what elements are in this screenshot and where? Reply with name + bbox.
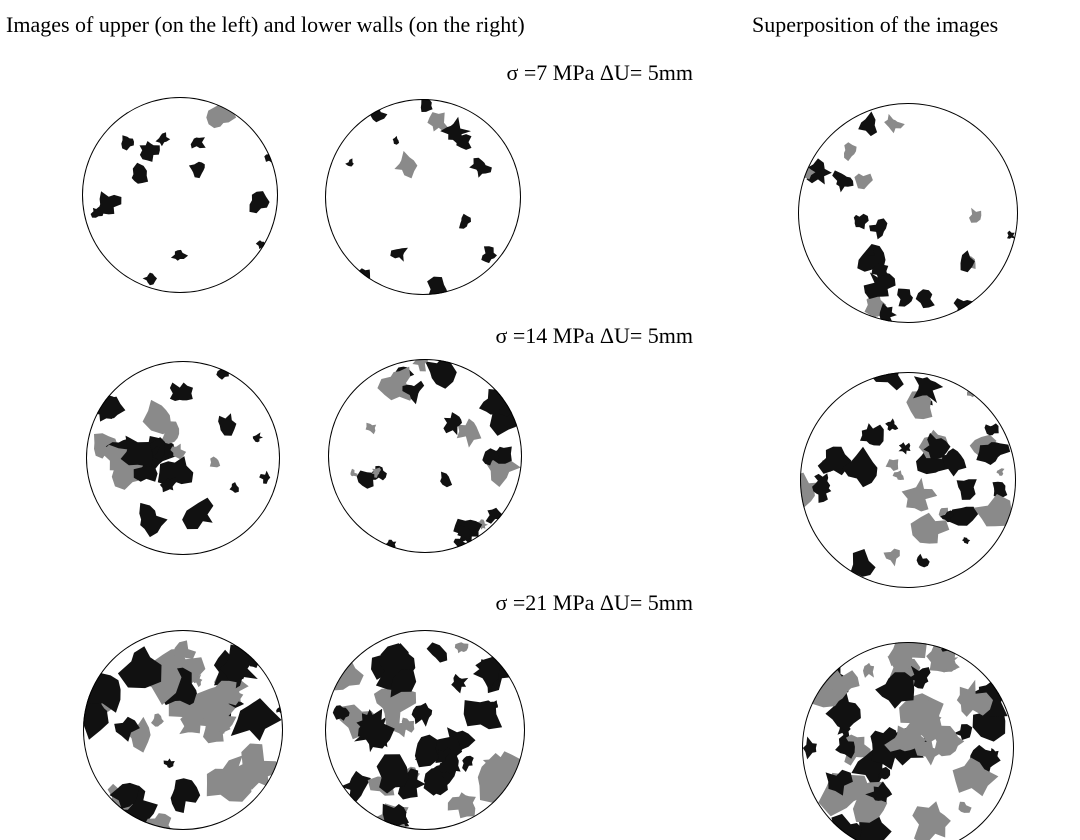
left-title: Images of upper (on the left) and lower …: [6, 12, 525, 37]
pattern-image: [69, 630, 285, 840]
row-label: σ =14 MPa ΔU= 5mm: [496, 323, 694, 348]
blob: [421, 97, 433, 113]
pattern-image: [86, 361, 280, 555]
pattern-image: [325, 97, 521, 302]
pattern-image: [798, 103, 1018, 328]
pattern-image: [802, 630, 1014, 840]
pattern-image: [82, 97, 278, 293]
figure: Images of upper (on the left) and lower …: [0, 0, 1080, 840]
pattern-image: [325, 630, 528, 833]
pattern-image: [788, 362, 1016, 588]
pattern-image: [328, 350, 525, 553]
right-title: Superposition of the images: [752, 12, 998, 37]
row-label: σ =7 MPa ΔU= 5mm: [507, 60, 694, 85]
row-label: σ =21 MPa ΔU= 5mm: [496, 590, 694, 615]
